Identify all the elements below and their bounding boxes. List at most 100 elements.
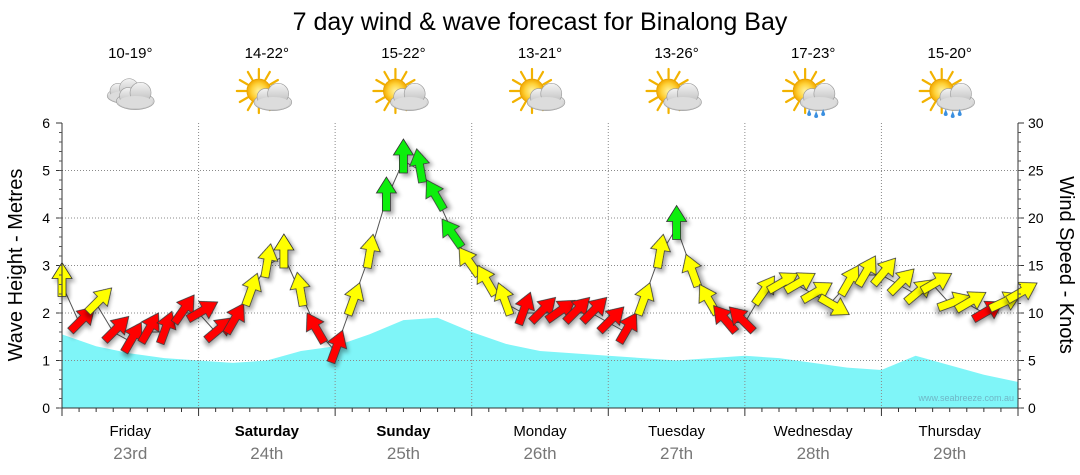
wind-arrow-shape [273, 233, 295, 269]
rain-drop [814, 111, 819, 118]
cloudy-icon [106, 78, 155, 110]
sun-ray [929, 70, 937, 81]
sun-ray [375, 96, 386, 104]
temperature-label: 15-20° [928, 45, 972, 62]
sun-ray [246, 101, 254, 112]
sun-ray [383, 101, 391, 112]
wind-arrow [919, 272, 953, 295]
wave-area [62, 317, 1018, 408]
wind-arrow [306, 312, 329, 345]
wind-arrow-shape [681, 253, 702, 289]
left-tick-label: 2 [42, 305, 50, 321]
sun-ray [656, 101, 664, 112]
wind-arrow [273, 233, 295, 269]
wind-arrow-shape [101, 315, 130, 344]
day-label: Wednesday [774, 423, 853, 440]
right-tick-label: 15 [1028, 258, 1044, 274]
wind-arrow-shape [343, 282, 365, 317]
cloud [799, 82, 839, 111]
sun-ray [678, 78, 689, 86]
wind-arrow-shape [289, 271, 311, 307]
wind-arrow-shape [783, 272, 816, 295]
sun-ray [511, 96, 522, 104]
cloud [663, 82, 702, 111]
wind-arrow-shape [257, 243, 279, 279]
wind-arrow [681, 253, 702, 289]
wind-arrow-shape [615, 312, 638, 345]
sun-ray [673, 70, 681, 81]
sun-rain-cloud-icon [782, 67, 839, 118]
wind-arrow [728, 306, 757, 335]
daily-header: 10-19° 14-22° 15-22° 13-21° 13-26° 17-23° 15-2… [106, 45, 975, 118]
temperature-label: 13-26° [654, 45, 698, 62]
sun-cloud-icon [235, 67, 293, 115]
wind-arrow [579, 296, 608, 325]
chart-title: 7 day wind & wave forecast for Binalong … [293, 8, 788, 36]
right-tick-label: 25 [1028, 163, 1044, 179]
axes: 0 1 2 3 4 5 6 0 5 10 15 20 25 30 Friday 23rd Saturday 24t… [42, 115, 1044, 463]
sun-ray [537, 70, 545, 81]
wind-arrow-shape [634, 282, 655, 317]
wind-arrow [84, 287, 113, 316]
wave-height-area [62, 317, 1018, 408]
wind-arrow-shape [817, 293, 850, 316]
wind-arrow-shape [493, 282, 515, 317]
wind-arrow [67, 306, 96, 335]
date-label: 26th [523, 444, 556, 463]
cloud-fill [938, 96, 973, 110]
wind-arrow [1005, 281, 1038, 305]
cloud-fill [256, 96, 290, 110]
temperature-label: 17-23° [791, 45, 835, 62]
wind-arrow-shape [241, 272, 262, 308]
temperature-label: 13-21° [518, 45, 562, 62]
wind-arrow-shape [1005, 281, 1038, 305]
wind-arrow [886, 268, 915, 297]
wind-arrow [870, 257, 897, 288]
rain-drop [957, 109, 962, 116]
wind-arrow [854, 255, 877, 288]
wind-arrow-shape [854, 255, 877, 288]
wind-arrow-shape [185, 300, 219, 324]
date-label: 29th [933, 444, 966, 463]
sun-ray [383, 70, 391, 81]
wind-arrow [751, 275, 775, 307]
wind-arrow [953, 291, 987, 314]
right-tick-label: 20 [1028, 210, 1044, 226]
wind-arrow-shape [514, 291, 535, 327]
right-tick-label: 30 [1028, 115, 1044, 131]
left-tick-label: 6 [42, 115, 50, 131]
cloud-fill [529, 96, 563, 110]
wind-arrow-shape [375, 176, 398, 212]
wind-arrow [137, 312, 160, 345]
wind-arrow-shape [870, 257, 897, 288]
sun-ray [238, 96, 249, 104]
wind-arrow-shape [306, 312, 329, 345]
wind-arrow-shape [359, 233, 381, 269]
cloud [390, 82, 429, 111]
cloud [253, 82, 293, 111]
wind-arrow [375, 176, 398, 212]
wind-arrow-shape [326, 329, 348, 365]
wind-arrow [817, 293, 850, 316]
left-tick-label: 3 [42, 258, 50, 274]
right-tick-label: 10 [1028, 305, 1044, 321]
wind-arrow-shape [137, 312, 160, 345]
wind-arrow [257, 243, 279, 279]
sun-ray [375, 78, 386, 86]
wind-arrow [615, 312, 638, 345]
sun-ray [519, 101, 527, 112]
wind-arrow-shape [596, 306, 625, 335]
sun-ray [815, 78, 826, 86]
sun-ray [405, 78, 416, 86]
temperature-label: 15-22° [381, 45, 425, 62]
day-label: Friday [109, 423, 151, 440]
date-label: 27th [660, 444, 693, 463]
wind-arrow-shape [203, 317, 234, 344]
date-label: 25th [387, 444, 420, 463]
wind-arrow [476, 264, 499, 298]
wind-arrow [359, 233, 381, 269]
wind-arrow [634, 282, 655, 317]
wind-arrow-shape [728, 306, 757, 335]
wind-arrow [222, 302, 245, 336]
